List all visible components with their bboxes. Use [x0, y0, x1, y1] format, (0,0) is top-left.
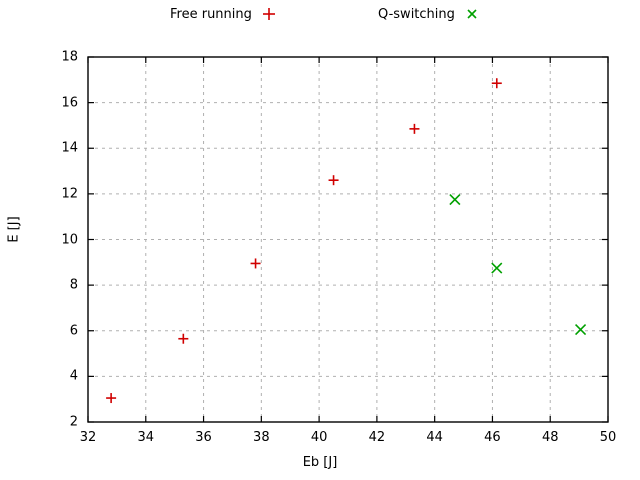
y-tick-label: 14: [61, 140, 78, 156]
plus-marker-icon: [252, 0, 286, 28]
x-tick-label: 40: [310, 430, 328, 445]
y-tick-label: 4: [69, 368, 78, 384]
y-tick-label: 16: [61, 95, 78, 111]
x-tick-label: 36: [195, 430, 212, 445]
chart-legend: Free running Q-switching: [0, 0, 640, 28]
legend-label-q-switching: Q-switching: [378, 6, 455, 22]
legend-entry-free-running: Free running: [170, 0, 286, 28]
data-point: [328, 175, 339, 186]
legend-entry-q-switching: Q-switching: [378, 0, 489, 28]
axis-ticks: [87, 56, 609, 423]
data-point: [491, 262, 503, 274]
x-tick-label: 42: [368, 430, 386, 445]
x-tick-label: 32: [79, 430, 97, 445]
data-point: [491, 78, 502, 89]
data-point: [250, 258, 261, 269]
y-tick-label: 6: [69, 323, 78, 339]
x-tick-label: 34: [137, 430, 155, 445]
x-tick-label: 46: [484, 430, 501, 445]
plot-border: [87, 56, 609, 423]
x-tick-label: 50: [599, 430, 617, 445]
cross-marker-icon: [455, 0, 489, 28]
y-tick-label: 18: [61, 49, 78, 65]
data-point: [106, 393, 117, 404]
data-point: [574, 324, 587, 336]
series-q-switching: [449, 194, 587, 336]
x-tick-label: 48: [541, 430, 559, 445]
data-point: [449, 194, 461, 206]
gridlines: [88, 57, 608, 422]
y-axis-label: E [J]: [6, 216, 22, 243]
data-points-layer: [106, 78, 587, 404]
x-tick-label: 38: [253, 430, 270, 445]
x-axis-label: Eb [J]: [302, 455, 338, 470]
y-tick-label: 12: [61, 186, 78, 202]
series-free-running: [106, 78, 502, 404]
data-point: [409, 123, 420, 134]
data-point: [178, 333, 189, 344]
legend-label-free-running: Free running: [170, 6, 252, 22]
y-tick-label: 8: [69, 277, 78, 293]
y-tick-label: 2: [69, 414, 78, 430]
y-tick-label: 10: [61, 232, 78, 247]
x-tick-label: 44: [426, 430, 443, 445]
